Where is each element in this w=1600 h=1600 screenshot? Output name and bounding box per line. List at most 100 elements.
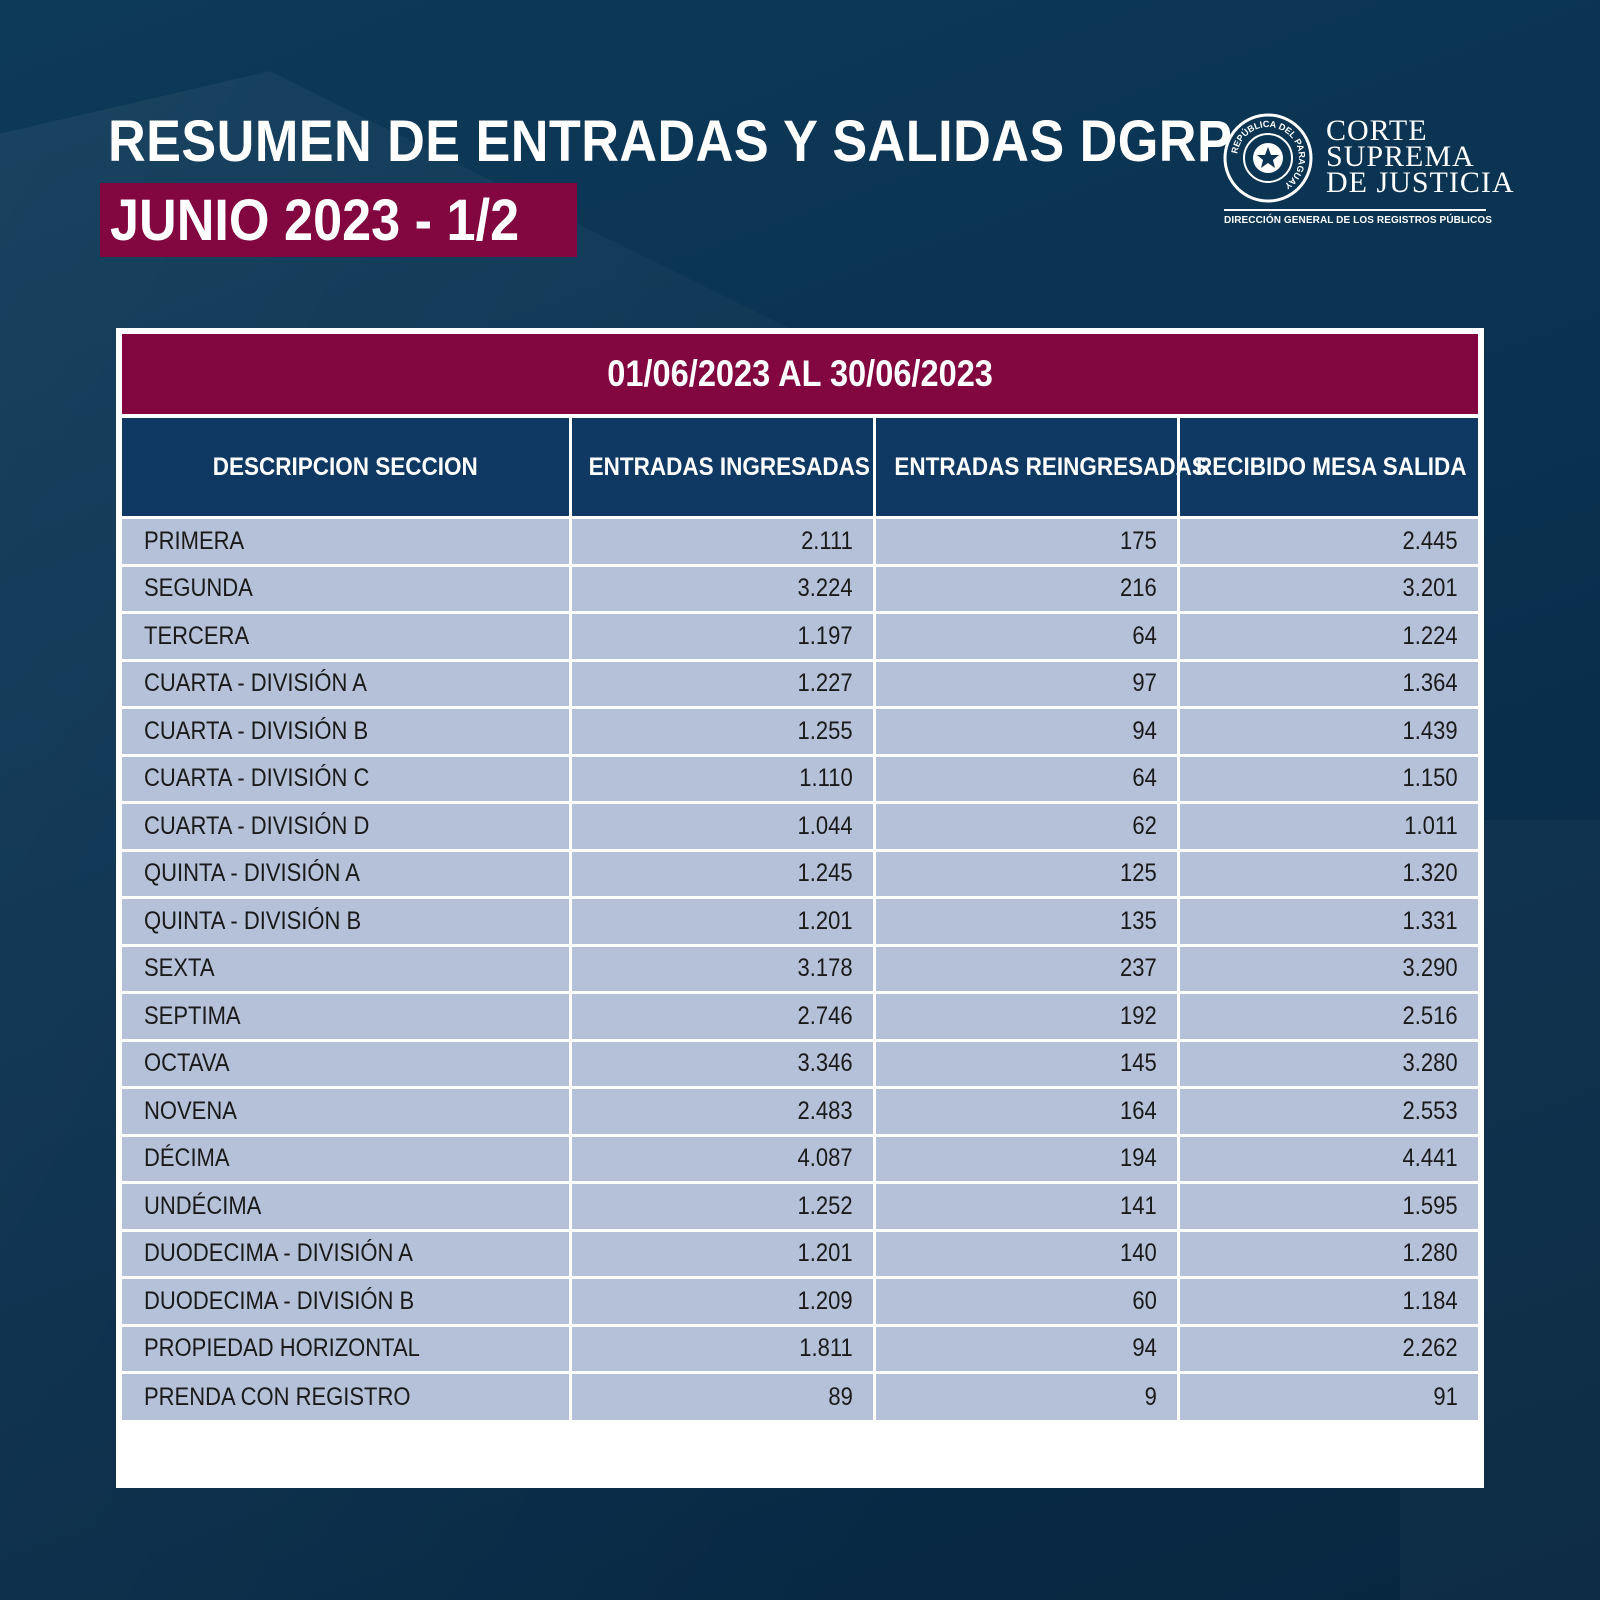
value-cell: 1.227 <box>568 658 876 709</box>
value-cell: 145 <box>872 1038 1180 1089</box>
value-cell: 192 <box>872 991 1180 1042</box>
section-name-cell: CUARTA - DIVISIÓN D <box>122 801 572 852</box>
value-cell: 89 <box>568 1371 876 1420</box>
logo-divider <box>1224 209 1486 211</box>
section-name-cell: DUODECIMA - DIVISIÓN B <box>122 1276 572 1327</box>
value-cell: 1.320 <box>1176 848 1478 899</box>
table-row: UNDÉCIMA 1.252 141 1.595 <box>122 1181 1478 1232</box>
column-header: ENTRADAS REINGRESADAS <box>872 414 1206 518</box>
value-cell: 194 <box>872 1133 1180 1184</box>
table-row: SEXTA 3.178 237 3.290 <box>122 943 1478 994</box>
section-name-cell: NOVENA <box>122 1086 572 1137</box>
value-cell: 1.811 <box>568 1323 876 1374</box>
value-cell: 216 <box>872 563 1180 614</box>
value-cell: 125 <box>872 848 1180 899</box>
period-bar: 01/06/2023 AL 30/06/2023 <box>122 334 1478 414</box>
subtitle-badge: JUNIO 2023 - 1/2 <box>100 183 577 257</box>
column-header: DESCRIPCION SECCION <box>122 414 572 518</box>
value-cell: 2.483 <box>568 1086 876 1137</box>
value-cell: 2.445 <box>1176 516 1478 567</box>
court-logo: REPÚBLICA DEL PARAGUAY CORTE SUPREMA DE … <box>1222 112 1514 237</box>
table-row: QUINTA - DIVISIÓN A 1.245 125 1.320 <box>122 848 1478 899</box>
value-cell: 1.150 <box>1176 753 1478 804</box>
value-cell: 1.439 <box>1176 706 1478 757</box>
value-cell: 94 <box>872 706 1180 757</box>
table-row: CUARTA - DIVISIÓN D 1.044 62 1.011 <box>122 801 1478 852</box>
value-cell: 3.280 <box>1176 1038 1478 1089</box>
value-cell: 1.595 <box>1176 1181 1478 1232</box>
period-label: 01/06/2023 AL 30/06/2023 <box>607 353 993 394</box>
value-cell: 3.346 <box>568 1038 876 1089</box>
section-name-cell: TERCERA <box>122 611 572 662</box>
logo-subtitle: DIRECCIÓN GENERAL DE LOS REGISTROS PÚBLI… <box>1224 215 1493 226</box>
value-cell: 164 <box>872 1086 1180 1137</box>
value-cell: 1.044 <box>568 801 876 852</box>
table-row: TERCERA 1.197 64 1.224 <box>122 611 1478 662</box>
table-row: PRENDA CON REGISTRO 89 9 91 <box>122 1371 1478 1420</box>
value-cell: 135 <box>872 896 1180 947</box>
table-row: SEGUNDA 3.224 216 3.201 <box>122 563 1478 614</box>
section-name-cell: CUARTA - DIVISIÓN B <box>122 706 572 757</box>
logo-line-3: DE JUSTICIA <box>1326 166 1515 199</box>
value-cell: 1.364 <box>1176 658 1478 709</box>
table-row: DUODECIMA - DIVISIÓN A 1.201 140 1.280 <box>122 1228 1478 1279</box>
value-cell: 2.262 <box>1176 1323 1478 1374</box>
value-cell: 2.746 <box>568 991 876 1042</box>
value-cell: 3.224 <box>568 563 876 614</box>
logo-line-1: CORTE <box>1326 114 1428 147</box>
value-cell: 64 <box>872 753 1180 804</box>
table-row: PRIMERA 2.111 175 2.445 <box>122 516 1478 567</box>
value-cell: 1.255 <box>568 706 876 757</box>
value-cell: 1.184 <box>1176 1276 1478 1327</box>
table-row: DÉCIMA 4.087 194 4.441 <box>122 1133 1478 1184</box>
table-row: DUODECIMA - DIVISIÓN B 1.209 60 1.184 <box>122 1276 1478 1327</box>
section-name-cell: QUINTA - DIVISIÓN A <box>122 848 572 899</box>
value-cell: 1.197 <box>568 611 876 662</box>
value-cell: 60 <box>872 1276 1180 1327</box>
section-name-cell: SEXTA <box>122 943 572 994</box>
value-cell: 1.245 <box>568 848 876 899</box>
value-cell: 97 <box>872 658 1180 709</box>
value-cell: 94 <box>872 1323 1180 1374</box>
value-cell: 2.516 <box>1176 991 1478 1042</box>
value-cell: 2.111 <box>568 516 876 567</box>
value-cell: 141 <box>872 1181 1180 1232</box>
table-row: QUINTA - DIVISIÓN B 1.201 135 1.331 <box>122 896 1478 947</box>
table-row: CUARTA - DIVISIÓN A 1.227 97 1.364 <box>122 658 1478 709</box>
value-cell: 1.110 <box>568 753 876 804</box>
table-row: SEPTIMA 2.746 192 2.516 <box>122 991 1478 1042</box>
value-cell: 1.252 <box>568 1181 876 1232</box>
seal-icon: REPÚBLICA DEL PARAGUAY <box>1223 113 1313 203</box>
logo-line-2: SUPREMA <box>1326 140 1475 173</box>
value-cell: 4.441 <box>1176 1133 1478 1184</box>
section-name-cell: PRENDA CON REGISTRO <box>122 1371 572 1420</box>
summary-table: DESCRIPCION SECCION ENTRADAS INGRESADAS … <box>122 414 1478 1420</box>
column-header: RECIBIDO MESA SALIDA <box>1176 414 1478 518</box>
table-row: OCTAVA 3.346 145 3.280 <box>122 1038 1478 1089</box>
value-cell: 2.553 <box>1176 1086 1478 1137</box>
value-cell: 237 <box>872 943 1180 994</box>
value-cell: 175 <box>872 516 1180 567</box>
value-cell: 64 <box>872 611 1180 662</box>
section-name-cell: PROPIEDAD HORIZONTAL <box>122 1323 572 1374</box>
table-row: NOVENA 2.483 164 2.553 <box>122 1086 1478 1137</box>
value-cell: 62 <box>872 801 1180 852</box>
value-cell: 1.331 <box>1176 896 1478 947</box>
table-row: CUARTA - DIVISIÓN B 1.255 94 1.439 <box>122 706 1478 757</box>
value-cell: 91 <box>1176 1371 1478 1420</box>
section-name-cell: PRIMERA <box>122 516 572 567</box>
value-cell: 1.280 <box>1176 1228 1478 1279</box>
page-title: RESUMEN DE ENTRADAS Y SALIDAS DGRP <box>108 109 1233 174</box>
section-name-cell: SEPTIMA <box>122 991 572 1042</box>
table-row: CUARTA - DIVISIÓN C 1.110 64 1.150 <box>122 753 1478 804</box>
value-cell: 140 <box>872 1228 1180 1279</box>
page-subtitle: JUNIO 2023 - 1/2 <box>110 187 520 253</box>
section-name-cell: CUARTA - DIVISIÓN A <box>122 658 572 709</box>
value-cell: 3.178 <box>568 943 876 994</box>
value-cell: 3.201 <box>1176 563 1478 614</box>
summary-table-card: 01/06/2023 AL 30/06/2023 DESCRIPCION SEC… <box>116 328 1484 1488</box>
value-cell: 1.201 <box>568 1228 876 1279</box>
section-name-cell: DÉCIMA <box>122 1133 572 1184</box>
value-cell: 4.087 <box>568 1133 876 1184</box>
table-header-row: DESCRIPCION SECCION ENTRADAS INGRESADAS … <box>122 414 1478 518</box>
